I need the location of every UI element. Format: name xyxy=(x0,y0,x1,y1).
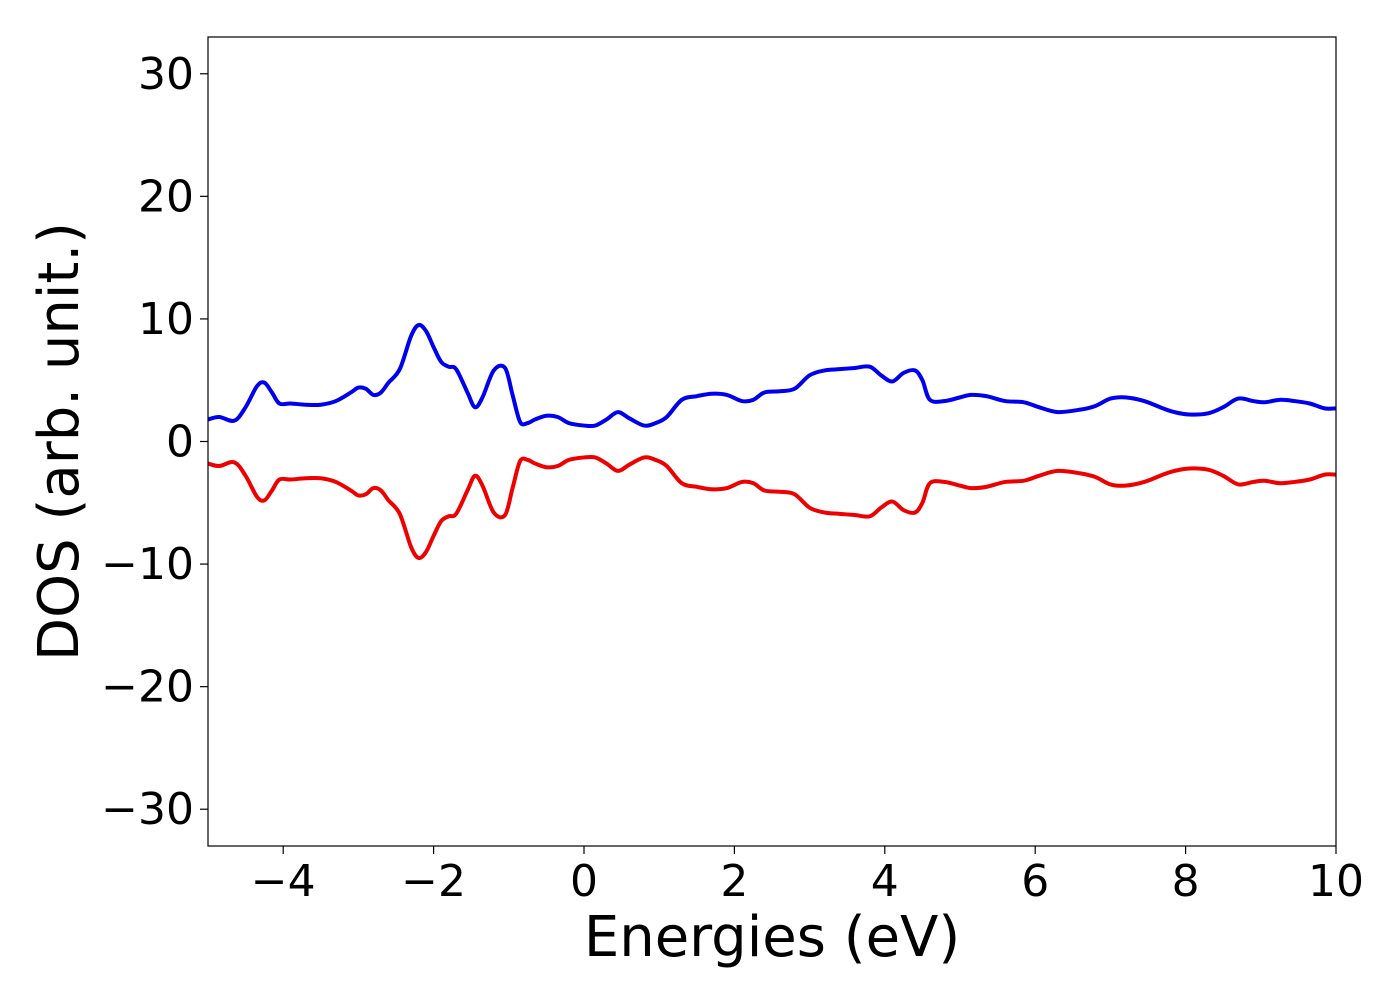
x-tick-label: 6 xyxy=(1021,856,1049,907)
y-tick-label: −20 xyxy=(101,662,194,713)
x-tick-label: −4 xyxy=(251,856,316,907)
y-axis-label: DOS (arb. unit.) xyxy=(27,222,92,661)
x-tick-label: 2 xyxy=(720,856,748,907)
series-line-up xyxy=(208,322,1336,429)
y-tick-label: 30 xyxy=(138,49,194,100)
y-tick-label: 0 xyxy=(166,417,194,468)
x-tick-label: 4 xyxy=(871,856,899,907)
series-layer xyxy=(208,322,1336,561)
y-axis: 30 20 10 0 −10 −20 −30 xyxy=(101,49,208,835)
y-tick-label: −10 xyxy=(101,539,194,590)
y-tick-label: −30 xyxy=(101,784,194,835)
plot-frame xyxy=(207,36,1337,847)
x-axis-label: Energies (eV) xyxy=(584,905,960,970)
x-tick-label: 0 xyxy=(570,856,598,907)
y-tick-label: 10 xyxy=(138,294,194,345)
series-line-down xyxy=(208,454,1336,561)
x-axis: −4 −2 0 2 4 6 8 10 xyxy=(251,846,1364,907)
y-tick-label: 20 xyxy=(138,171,194,222)
x-tick-label: −2 xyxy=(401,856,466,907)
x-tick-label: 8 xyxy=(1172,856,1200,907)
x-tick-label: 10 xyxy=(1308,856,1364,907)
